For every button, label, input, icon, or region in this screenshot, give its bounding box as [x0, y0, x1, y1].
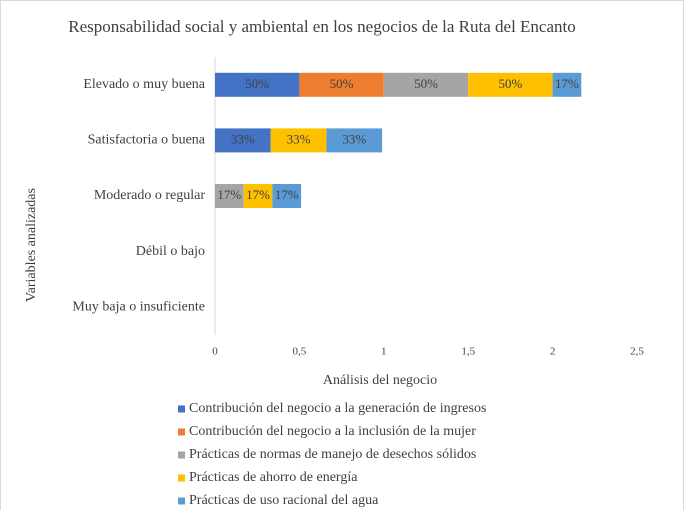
- bar-segment: [383, 72, 469, 97]
- bar-segment: [468, 72, 553, 97]
- y-tick-label: Satisfactoria o buena: [88, 133, 206, 148]
- y-tick-label: Débil o bajo: [136, 244, 205, 259]
- bar-segment: [272, 184, 302, 208]
- x-tick-label: 2,5: [630, 346, 644, 358]
- legend-swatch: [178, 428, 185, 436]
- bar-segment: [215, 72, 300, 97]
- chart-title: Responsabilidad social y ambiental en lo…: [68, 17, 576, 36]
- y-tick-label: Muy baja o insuficiente: [72, 299, 205, 314]
- value-label: 50%: [414, 76, 438, 91]
- value-label: 33%: [231, 131, 255, 146]
- legend-label: Contribución del negocio a la generación…: [189, 401, 486, 416]
- bar-segment: [215, 184, 244, 208]
- value-label: 33%: [287, 131, 311, 146]
- value-label: 50%: [245, 76, 269, 91]
- bar-segment: [552, 72, 582, 97]
- value-label: 17%: [217, 187, 241, 202]
- x-tick-label: 2: [550, 346, 556, 358]
- value-label: 17%: [275, 187, 299, 202]
- legend-label: Prácticas de normas de manejo de desecho…: [189, 447, 476, 462]
- legend-label: Prácticas de uso racional del agua: [189, 493, 379, 508]
- x-axis-title: Análisis del negocio: [323, 373, 437, 388]
- bar-segment: [215, 128, 271, 153]
- value-label: 33%: [342, 131, 366, 146]
- value-label: 17%: [246, 187, 270, 202]
- legend-swatch: [178, 451, 185, 459]
- x-tick-label: 0,5: [293, 346, 307, 358]
- value-label: 50%: [498, 76, 522, 91]
- bar-segment: [243, 184, 273, 208]
- bar-segment: [299, 72, 384, 97]
- y-tick-label: Elevado o muy buena: [83, 77, 205, 92]
- x-tick-label: 0: [212, 346, 218, 358]
- bar-segment: [270, 128, 327, 153]
- bar-segment: [326, 128, 383, 153]
- legend-swatch: [178, 405, 185, 413]
- x-tick-label: 1: [381, 346, 387, 358]
- legend-swatch: [178, 474, 185, 482]
- x-tick-label: 1,5: [461, 346, 475, 358]
- value-label: 50%: [330, 76, 354, 91]
- y-axis-title: Variables analizadas: [24, 188, 39, 302]
- legend-label: Contribución del negocio a la inclusión …: [189, 424, 476, 439]
- value-label: 17%: [555, 76, 579, 91]
- legend-swatch: [178, 497, 185, 505]
- y-tick-label: Moderado o regular: [94, 188, 206, 203]
- legend-label: Prácticas de ahorro de energía: [189, 470, 358, 485]
